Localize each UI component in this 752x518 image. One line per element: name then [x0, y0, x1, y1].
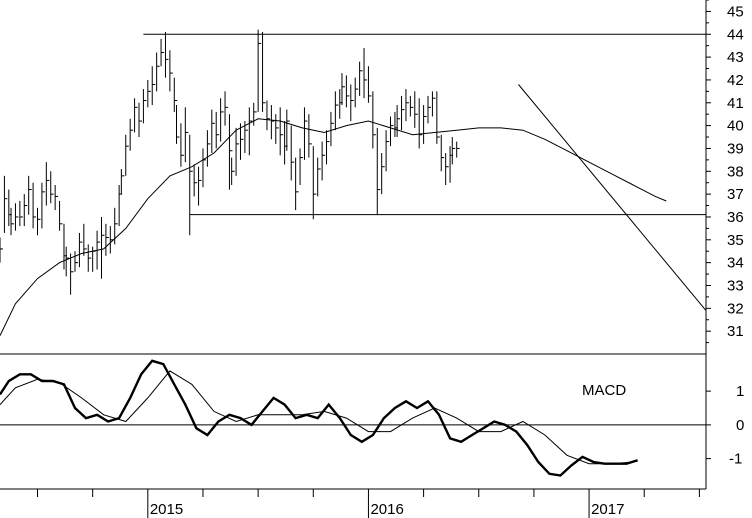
price-panel: 31 32 33 34 35 36 37 38 39 40 41 42 43 44 45	[0, 0, 744, 354]
macd-tick-label: 0	[736, 417, 744, 434]
price-tick-label: 35	[727, 232, 744, 249]
year-tick-label: 2015	[150, 501, 183, 518]
price-tick-label: 31	[727, 323, 744, 340]
support-resistance-lines	[143, 33, 706, 216]
time-axis-ticks: 2015 2016 2017	[37, 489, 700, 518]
macd-panel: MACD -1 0 1	[0, 354, 744, 489]
price-tick-label: 37	[727, 186, 744, 203]
year-tick-label: 2016	[370, 501, 403, 518]
downtrend-line	[518, 84, 707, 311]
macd-tick-label: 1	[736, 383, 744, 400]
price-tick-label: 42	[727, 72, 744, 89]
price-tick-label: 38	[727, 163, 744, 180]
price-tick-label: 41	[727, 95, 744, 112]
moving-average-line	[0, 118, 667, 336]
macd-axis-ticks: -1 0 1	[706, 383, 744, 468]
time-axis: 2015 2016 2017	[0, 488, 706, 518]
macd-signal-line	[0, 370, 634, 465]
price-tick-label: 34	[727, 255, 744, 272]
price-tick-label: 40	[727, 118, 744, 135]
price-tick-label: 43	[727, 49, 744, 66]
macd-tick-label: -1	[729, 451, 742, 468]
price-tick-label: 45	[727, 3, 744, 20]
price-tick-label: 44	[727, 26, 744, 43]
price-tick-label: 32	[727, 300, 744, 317]
price-tick-label: 36	[727, 209, 744, 226]
price-tick-label: 39	[727, 140, 744, 157]
price-axis-ticks: 31 32 33 34 35 36 37 38 39 40 41 42 43 44 45	[706, 0, 744, 344]
price-bars	[0, 29, 460, 295]
macd-line	[0, 359, 638, 477]
macd-label: MACD	[582, 382, 626, 399]
price-tick-label: 33	[727, 277, 744, 294]
year-tick-label: 2017	[591, 501, 624, 518]
